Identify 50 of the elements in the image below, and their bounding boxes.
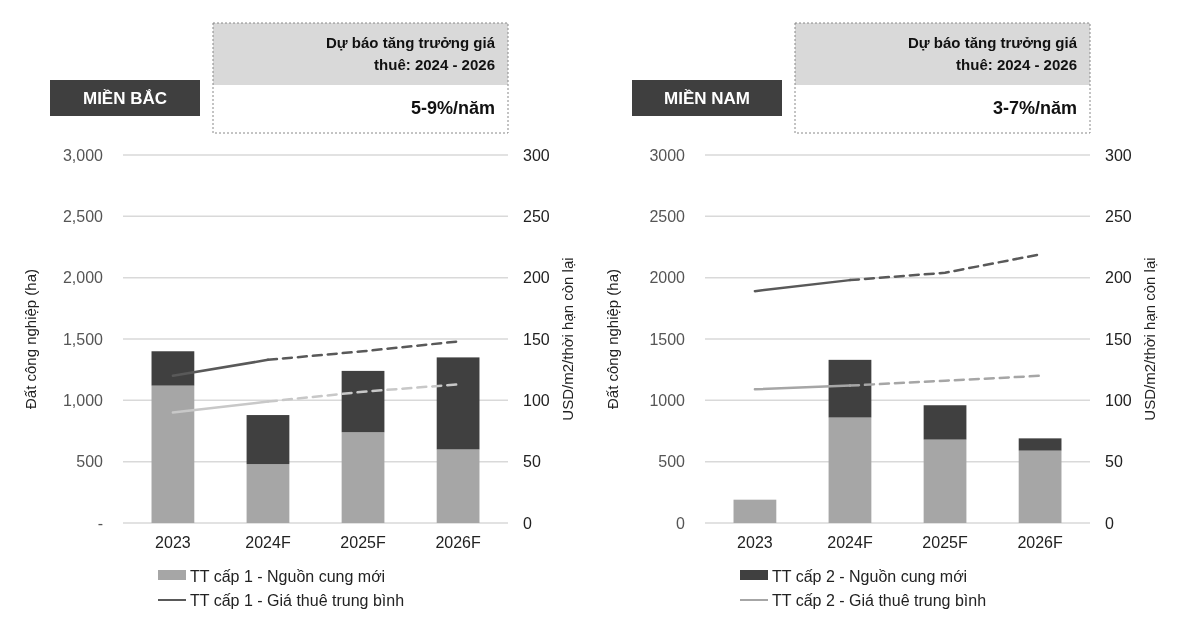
- y2-axis-title: USD/m2/thời hạn còn lại: [1141, 257, 1158, 421]
- x-tick-label: 2026F: [435, 534, 481, 551]
- y-axis-title: Đất công nghiệp (ha): [22, 268, 39, 410]
- y2-tick-label: 0: [1105, 514, 1114, 532]
- y2-tick-label: 200: [1105, 269, 1132, 287]
- y2-tick-label: 300: [523, 146, 550, 164]
- y-tick-label: 0: [676, 514, 686, 532]
- y2-tick-label: 250: [523, 207, 550, 225]
- y-tick-label: 1,500: [62, 330, 104, 348]
- y2-tick-label: 150: [1105, 330, 1132, 348]
- y2-tick-label: 100: [1105, 391, 1132, 409]
- y-tick-label: 1,000: [62, 391, 104, 409]
- text: 3-7%/năm: [992, 98, 1077, 118]
- y2-tick-label: 250: [1105, 207, 1132, 225]
- text: Dự báo tăng trưởng giá thuê: 2024 - 2026: [907, 34, 1078, 73]
- legend-label: TT cấp 2 - Nguồn cung mới: [772, 567, 968, 585]
- text: Dự báo tăng trưởng giá thuê: 2024 - 2026: [325, 34, 496, 73]
- chart-title: MIỀN NAM: [664, 89, 750, 108]
- x-tick-label: 2024F: [245, 534, 291, 551]
- y-axis-title: Đất công nghiệp (ha): [604, 268, 621, 410]
- y-tick-label: 2,500: [62, 207, 104, 225]
- y2-tick-label: 100: [523, 391, 550, 409]
- chart-title: MIỀN BẮC: [82, 89, 168, 108]
- y2-tick-label: 50: [523, 453, 541, 471]
- y2-axis-title: USD/m2/thời hạn còn lại: [559, 257, 576, 421]
- x-tick-label: 2026F: [1017, 534, 1063, 551]
- legend-label: TT cấp 1 - Giá thuê trung bình: [190, 591, 405, 609]
- x-tick-label: 2025F: [340, 534, 386, 551]
- x-tick-label: 2025F: [922, 534, 968, 551]
- x-tick-label: 2024F: [827, 534, 873, 551]
- y-tick-label: -: [97, 514, 103, 532]
- y-tick-label: 2,000: [62, 269, 104, 287]
- x-tick-label: 2023: [155, 534, 191, 551]
- y-tick-label: 500: [76, 453, 104, 471]
- y-tick-label: 2000: [649, 269, 686, 287]
- y-tick-label: 1500: [649, 330, 686, 348]
- x-tick-label: 2023: [737, 534, 773, 551]
- y-tick-label: 500: [658, 453, 686, 471]
- legend-label: TT cấp 1 - Nguồn cung mới: [190, 567, 386, 585]
- y-tick-label: 1000: [649, 391, 686, 409]
- y-tick-label: 3,000: [62, 146, 104, 164]
- y2-tick-label: 0: [523, 514, 532, 532]
- text: 5-9%/năm: [410, 98, 495, 118]
- y2-tick-label: 200: [523, 269, 550, 287]
- y-tick-label: 2500: [649, 207, 686, 225]
- y2-tick-label: 50: [1105, 453, 1123, 471]
- y2-tick-label: 150: [523, 330, 550, 348]
- legend-label: TT cấp 2 - Giá thuê trung bình: [772, 591, 987, 609]
- y2-tick-label: 300: [1105, 146, 1132, 164]
- y-tick-label: 3000: [649, 146, 686, 164]
